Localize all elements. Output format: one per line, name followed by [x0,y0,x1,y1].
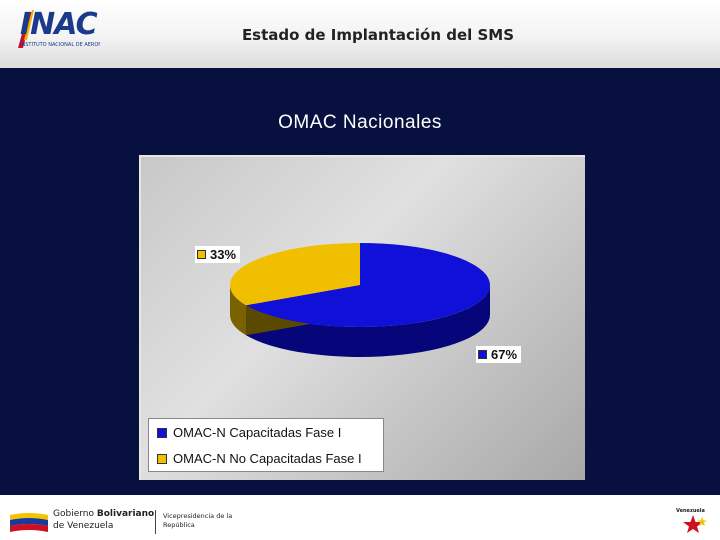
data-label-swatch [197,250,206,259]
data-label-swatch [478,350,487,359]
inac-logo [14,8,106,58]
footer-divider [155,510,156,534]
gov-line1: Gobierno [53,509,97,519]
venezuela-star-logo-icon [683,515,707,533]
logo-subtext: INSTITUTO NACIONAL DE AERONÁUTICA CIVIL [20,42,100,48]
data-label-text: 67% [491,347,518,362]
logo-text: INAC [20,7,98,42]
inac-logo-swoosh-icon [18,10,34,48]
vice-line1: Vicepresidencia de la [163,512,233,520]
venezuela-flag-icon [10,513,48,532]
pie-slice [246,243,491,327]
chart-title: OMAC Nacionales [278,112,442,133]
gov-line1-bold: Bolivariano [96,509,155,519]
page-title: Estado de Implantación del SMS [241,26,515,44]
legend-swatch [157,453,167,464]
data-label-large: 67% [476,346,522,363]
gov-line2: de Venezuela [53,521,114,531]
pie-slice-side [230,285,247,336]
chart-legend: OMAC-N Capacitadas Fase I OMAC-N No Capa… [148,418,384,472]
legend-item: OMAC-N No Capacitadas Fase I [157,451,362,466]
header-bar: INAC INSTITUTO NACIONAL DE AERONÁUTICA C… [0,0,720,68]
legend-item: OMAC-N Capacitadas Fase I [157,425,341,440]
vice-text: Vicepresidencia de la República [163,512,232,530]
data-label-small: 33% [195,246,241,263]
pie-slice-side [246,285,490,357]
vice-line2: República [163,521,195,529]
right-logo-text: Venezuela [676,508,705,514]
legend-label: OMAC-N No Capacitadas Fase I [173,451,362,466]
footer-bar: Gobierno Bolivariano de Venezuela Vicepr… [0,495,720,540]
legend-swatch [157,427,167,438]
gov-text: Gobierno Bolivariano de Venezuela [53,508,154,532]
legend-label: OMAC-N Capacitadas Fase I [173,425,342,440]
pie-slice [230,243,360,306]
data-label-text: 33% [210,247,237,262]
